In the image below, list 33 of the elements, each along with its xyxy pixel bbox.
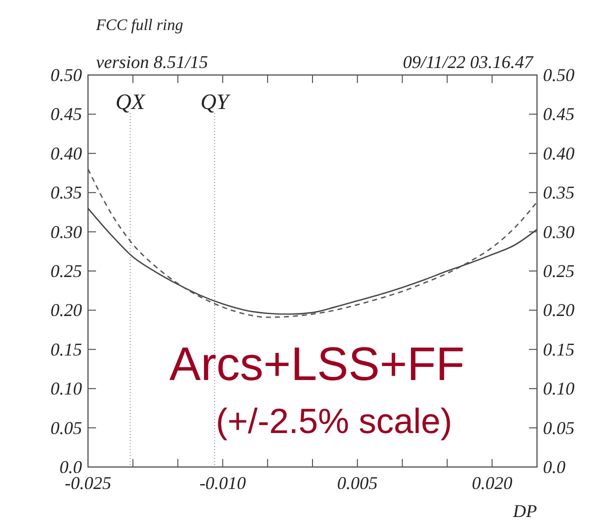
y2-tick-label: 0.0 xyxy=(543,457,566,477)
chart-title: FCC full ring xyxy=(95,17,184,34)
y-tick-label: 0.35 xyxy=(50,182,82,203)
y-tick-label: 0.25 xyxy=(50,261,82,281)
x-tick-label: 0.005 xyxy=(337,473,378,493)
y-tick-label: 0.40 xyxy=(50,143,82,164)
x-tick-label: 0.020 xyxy=(472,473,512,493)
annotation: (+/-2.5% scale) xyxy=(216,402,452,441)
y2-tick-label: 0.45 xyxy=(543,104,574,124)
y-tick-label: 0.15 xyxy=(50,339,82,360)
y-tick-label: 0.45 xyxy=(50,104,82,124)
y2-tick-label: 0.15 xyxy=(543,339,574,360)
ref-line-label: QY xyxy=(200,89,232,114)
y-tick-label: 0.20 xyxy=(50,300,82,320)
text: version 8.51/15 xyxy=(96,52,208,72)
y-tick-label: 0.30 xyxy=(50,222,82,242)
annotation: Arcs+LSS+FF xyxy=(169,337,465,390)
y2-tick-label: 0.20 xyxy=(543,300,574,320)
y2-tick-label: 0.05 xyxy=(543,418,574,438)
y2-tick-label: 0.35 xyxy=(543,182,574,203)
x-tick-label: -0.010 xyxy=(199,473,246,493)
y2-tick-label: 0.30 xyxy=(543,222,574,242)
y-tick-label: 0.05 xyxy=(50,418,82,438)
y2-tick-label: 0.10 xyxy=(543,378,574,399)
y-tick-label: 0.10 xyxy=(50,378,82,399)
y-tick-label: 0.50 xyxy=(50,65,82,85)
y2-tick-label: 0.40 xyxy=(543,143,574,164)
line-series xyxy=(87,208,538,315)
text: 09/11/22 03.16.47 xyxy=(402,52,534,72)
ref-line-label: QX xyxy=(116,89,146,114)
y2-tick-label: 0.25 xyxy=(543,261,574,281)
x-axis-title: DP xyxy=(512,501,537,521)
y2-tick-label: 0.50 xyxy=(543,65,574,85)
